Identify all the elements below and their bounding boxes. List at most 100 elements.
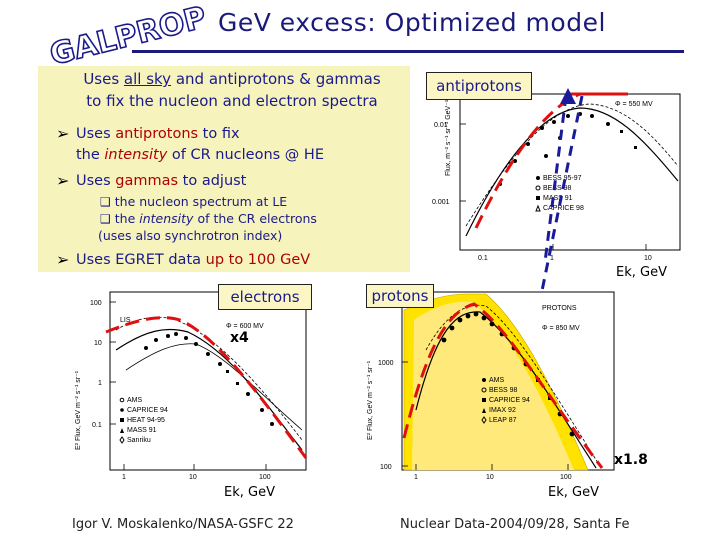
intro-part: and antiprotons & gammas: [171, 70, 381, 88]
electron-lis-label: LIS: [120, 317, 131, 324]
bullet-text: Uses: [76, 126, 116, 142]
bullet-arrow-icon: ➢: [56, 171, 70, 190]
electron-ytick: 100: [90, 300, 102, 307]
antiproton-xtick: 0.1: [478, 255, 488, 262]
bullet-arrow-icon: ➢: [56, 250, 70, 269]
bullet-accent: antiprotons: [115, 126, 199, 142]
proton-multiplier: x1.8: [614, 452, 648, 468]
intro-underline: all sky: [123, 70, 172, 88]
electron-ylabel: E² Flux, GeV m⁻² s⁻¹ sr⁻¹: [75, 370, 82, 450]
ek-antiprotons-axis: Ek, GeV: [616, 265, 667, 280]
bullet-gammas: ➢ Uses gammas to adjust: [56, 171, 247, 191]
proton-xtick: 10: [486, 474, 494, 481]
bullet-text: to adjust: [178, 173, 247, 189]
proton-legend: AMS BESS 98 CAPRICE 94 IMAX 92 LEAP 87: [481, 377, 530, 424]
intro-part: Uses: [83, 70, 124, 88]
proton-ytick: 1000: [378, 360, 394, 367]
proton-red-fit: [402, 302, 604, 469]
electrons-label: electrons: [218, 284, 312, 310]
antiproton-red-fit: [474, 92, 628, 229]
antiprotons-label: antiprotons: [426, 72, 532, 100]
electron-legend: AMS CAPRICE 94 HEAT 94-95 MASS 91 Sanrik…: [119, 397, 168, 444]
text-panel: [38, 66, 410, 272]
legend-entry: CAPRICE 94: [127, 407, 168, 414]
subbullet-italic: intensity: [139, 211, 194, 226]
bullet-arrow-icon: ➢: [56, 124, 70, 143]
proton-xtick: 100: [560, 474, 572, 481]
intro-text: Uses all sky and antiprotons & gammas to…: [62, 68, 402, 112]
antiproton-xtick: 1: [550, 255, 554, 262]
electron-plot: 100 10 1 0.1 1 10 100 E² Flux, GeV m⁻² s…: [75, 291, 308, 481]
bullet-text: of CR nucleons @ HE: [167, 147, 324, 163]
legend-entry: Sanriku: [127, 437, 151, 444]
electron-multiplier: x4: [230, 330, 249, 346]
legend-entry: BESS 98: [489, 387, 518, 394]
slide-title: GeV excess: Optimized model: [218, 8, 606, 37]
footer-venue: Nuclear Data-2004/09/28, Santa Fe: [400, 517, 630, 532]
ek-electrons-axis: Ek, GeV: [224, 485, 275, 500]
bullet-antiprotons: ➢ Uses antiprotons to fix: [56, 124, 240, 144]
antiproton-phi: Φ = 550 MV: [615, 101, 653, 108]
bullet-text: Uses: [76, 173, 116, 189]
bullet-egret: ➢ Uses EGRET data up to 100 GeV: [56, 250, 311, 270]
bullet-accent: gammas: [115, 173, 179, 189]
ek-protons-axis: Ek, GeV: [548, 485, 599, 500]
legend-entry: MASS 91: [127, 427, 157, 434]
protons-label: protons: [366, 284, 434, 308]
bullet-antiprotons-line2: the intensity of CR nucleons @ HE: [76, 145, 324, 165]
electron-ytick: 1: [98, 380, 102, 387]
electron-alt-curve: [125, 343, 303, 431]
antiproton-xtick: 10: [644, 255, 652, 262]
proton-model-curve: [415, 311, 597, 469]
proton-plot: 1000 100 1 10 100 E² Flux, GeV m⁻² s⁻¹ s…: [367, 291, 615, 481]
legend-entry: BESS 95-97: [543, 175, 582, 182]
galprop-logo-text: GALPROP: [46, 0, 209, 73]
electron-xtick: 100: [259, 474, 271, 481]
subbullet-nucleon: ❑ the nucleon spectrum at LE: [100, 194, 287, 210]
legend-entry: IMAX 92: [489, 407, 516, 414]
bullet-italic: intensity: [104, 147, 168, 163]
subbullet-electrons-line2: (uses also synchrotron index): [98, 228, 283, 243]
antiproton-ytick: 0.01: [434, 122, 448, 129]
subbullet-text: of the CR electrons: [193, 211, 317, 226]
title-underline: [132, 50, 684, 53]
antiproton-plot: 0.01 0.001 0.1 1 10 Flux, m⁻² s⁻¹ sr⁻¹ G…: [432, 92, 681, 262]
proton-phi: Φ = 850 MV: [542, 325, 580, 332]
legend-entry: CAPRICE 98: [543, 205, 584, 212]
legend-entry: AMS: [489, 377, 505, 384]
antiproton-ylabel: Flux, m⁻² s⁻¹ sr⁻¹ GeV⁻¹: [445, 99, 452, 176]
electron-xtick: 1: [122, 474, 126, 481]
bullet-text: the: [76, 147, 105, 163]
electron-data-points: [144, 332, 274, 426]
checkbox-bullet-icon: ❑: [100, 195, 111, 209]
proton-xtick: 1: [414, 474, 418, 481]
bullet-accent: up to 100 GeV: [205, 252, 311, 268]
antiproton-ytick: 0.001: [432, 199, 450, 206]
legend-entry: LEAP 87: [489, 417, 517, 424]
checkbox-bullet-icon: ❑: [100, 212, 111, 226]
galprop-logo: GALPROP: [46, 0, 211, 73]
electron-ytick: 0.1: [92, 422, 102, 429]
legend-entry: CAPRICE 94: [489, 397, 530, 404]
bullet-text: to fix: [198, 126, 240, 142]
electron-red-fit: [105, 316, 308, 459]
proton-ylabel: E² Flux, GeV m⁻² s⁻¹ sr⁻¹: [367, 360, 374, 440]
electron-xtick: 10: [189, 474, 197, 481]
antiproton-plot-frame: [459, 93, 681, 251]
subbullet-electrons: ❑ the intensity of the CR electrons: [100, 211, 317, 227]
electron-ytick: 10: [94, 340, 102, 347]
legend-entry: BESS 98: [543, 185, 572, 192]
subbullet-text: the: [114, 211, 140, 226]
proton-inner-band: [412, 301, 574, 470]
legend-entry: AMS: [127, 397, 143, 404]
proton-ytick: 100: [380, 464, 392, 471]
proton-lis-curve: [425, 304, 601, 467]
footer-author: Igor V. Moskalenko/NASA-GSFC 22: [72, 517, 294, 532]
electron-phi: Φ = 600 MV: [226, 323, 264, 330]
bullet-text: Uses EGRET data: [76, 252, 206, 268]
subbullet-text: the nucleon spectrum at LE: [114, 194, 288, 209]
electron-plot-frame: [109, 291, 307, 471]
proton-plot-title: PROTONS: [542, 305, 577, 312]
intro-line2: to fix the nucleon and electron spectra: [86, 92, 378, 110]
legend-entry: HEAT 94-95: [127, 417, 165, 424]
